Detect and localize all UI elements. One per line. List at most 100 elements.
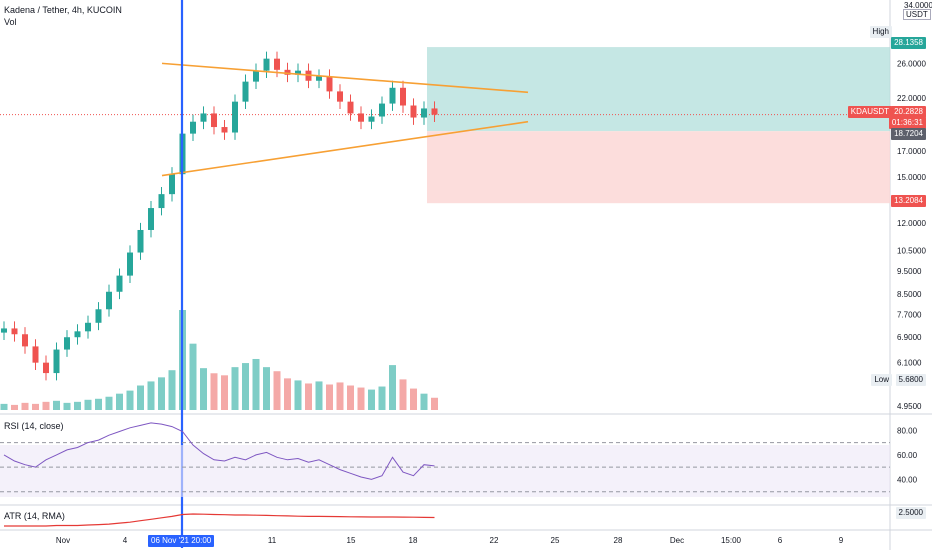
last-price-tag: 20.2828 [891, 106, 926, 118]
volume-bar [357, 387, 365, 410]
volume-bar [53, 400, 60, 410]
time-axis-label: Dec [670, 536, 684, 545]
candle [389, 87, 396, 104]
volume-bar [368, 389, 375, 410]
candle [127, 252, 133, 276]
candle [284, 69, 291, 75]
volume-bar [389, 365, 396, 410]
candle [1, 328, 7, 333]
volume-bar [200, 368, 207, 410]
price-tick-label: 10.5000 [897, 247, 926, 256]
date-marker-tag: 06 Nov '21 20:00 [148, 535, 215, 547]
volume-bar [263, 367, 270, 410]
candle [211, 113, 217, 128]
rsi-tick-label: 40.00 [897, 475, 918, 484]
rsi-tick-label: 80.00 [897, 426, 918, 435]
time-axis-label: 6 [778, 536, 783, 545]
volume-bar [189, 343, 197, 410]
candle [158, 194, 165, 209]
candle [421, 108, 427, 118]
wedge-lower-line [161, 120, 529, 177]
candle [295, 70, 301, 75]
top-price-label: 34.0000 [904, 1, 932, 10]
volume-bar [336, 382, 344, 410]
volume-bar [32, 403, 39, 410]
candle [200, 113, 207, 122]
candle [410, 105, 417, 118]
rsi-label: RSI (14, close) [4, 421, 64, 431]
rsi-tick-label: 60.00 [897, 451, 918, 460]
candle [431, 108, 438, 115]
volume-bar [147, 381, 155, 410]
candle [400, 87, 406, 106]
time-axis-label: 25 [551, 536, 560, 545]
volume-bar [294, 380, 302, 410]
volume-bar [84, 399, 92, 410]
volume-bar [21, 402, 29, 410]
time-axis-label: 15 [347, 536, 356, 545]
candle [326, 76, 333, 92]
high-value-tag: 28.1358 [891, 37, 926, 49]
price-tick-label: 4.9500 [897, 402, 922, 411]
candle [347, 101, 354, 114]
volume-bar [410, 388, 417, 410]
atr-value-tag: 2.5000 [895, 507, 926, 519]
volume-bar [74, 401, 81, 410]
candle [274, 58, 280, 70]
price-tick-label: 22.0000 [897, 94, 926, 103]
candle [221, 127, 228, 133]
high-label: High [869, 26, 892, 38]
volume-bar [116, 393, 123, 410]
countdown-tag: 01:36:31 [888, 117, 926, 129]
candle [190, 121, 196, 134]
volume-bar [126, 390, 134, 410]
price-tick-label: 6.9000 [897, 333, 922, 342]
time-axis-label: 28 [614, 536, 623, 545]
stop-price-tag: 13.2084 [891, 195, 926, 207]
time-axis-label: 22 [490, 536, 499, 545]
price-tick-label: 12.0000 [897, 219, 926, 228]
candle [316, 76, 322, 81]
volume-bar [95, 398, 102, 410]
price-tick-label: 26.0000 [897, 59, 926, 68]
candle [95, 309, 102, 323]
profit-zone [427, 47, 890, 132]
volume-bar [11, 404, 18, 410]
low-value-tag: 5.6800 [895, 374, 926, 386]
candle [85, 322, 91, 332]
currency-button[interactable]: USDT [903, 9, 931, 20]
volume-bar [168, 370, 176, 410]
volume-bar [42, 401, 50, 410]
loss-zone [427, 131, 890, 204]
volume-bar [231, 367, 239, 410]
price-tick-label: 8.5000 [897, 290, 922, 299]
volume-bar [210, 373, 218, 410]
symbol-tag: KDAUSDT [847, 106, 892, 118]
candle [11, 328, 18, 335]
volume-bar [242, 363, 249, 410]
candle [43, 362, 49, 374]
rsi-band [0, 445, 890, 497]
time-axis-label: Nov [56, 536, 70, 545]
price-tick-label: 15.0000 [897, 173, 926, 182]
candle [53, 349, 60, 374]
atr-line [4, 513, 435, 527]
time-axis-label: 9 [839, 536, 844, 545]
candle [137, 229, 144, 253]
price-tick-label: 17.0000 [897, 147, 926, 156]
volume-bar [105, 396, 113, 410]
candle [253, 70, 259, 82]
candle [148, 208, 154, 230]
time-axis-label: 15:00 [721, 536, 742, 545]
candle [263, 58, 270, 71]
rsi-line [3, 422, 435, 480]
candle [32, 346, 39, 363]
candle [232, 101, 238, 133]
volume-bar [0, 403, 8, 410]
price-tick-label: 6.1000 [897, 359, 922, 368]
volume-bar [273, 371, 281, 410]
wedge-upper-line [161, 62, 529, 94]
volume-bar [252, 358, 260, 410]
